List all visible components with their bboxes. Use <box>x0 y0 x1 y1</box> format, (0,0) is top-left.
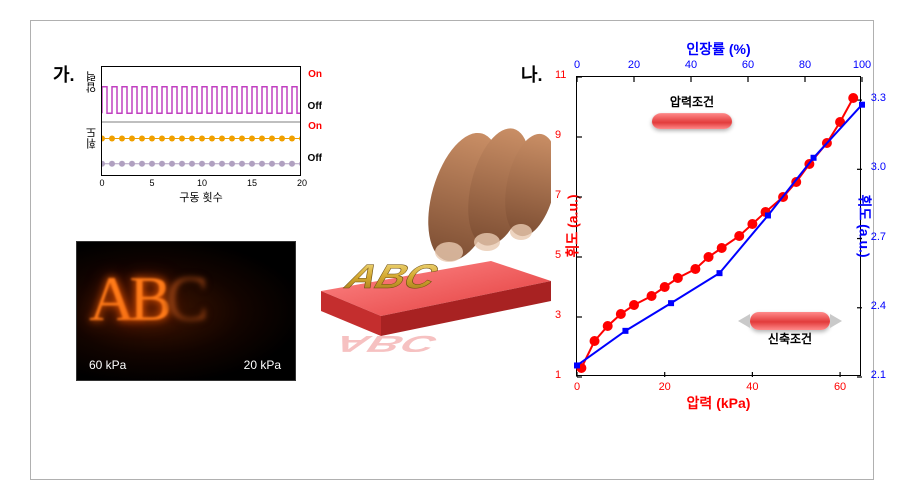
abc-glow-text: ABC <box>89 262 203 336</box>
photo-label-20kpa: 20 kPa <box>244 358 281 372</box>
glow-B: B <box>129 263 166 334</box>
abc-glow-photo: ABC 60 kPa 20 kPa <box>76 241 296 381</box>
chart-a-ylabel-pressure: 압력 <box>84 71 100 93</box>
axis-top-label: 인장률 (%) <box>577 39 860 59</box>
panel-a-label: 가. <box>53 61 75 87</box>
photo-label-60kpa: 60 kPa <box>89 358 126 372</box>
inset-stretch: 신축조건 <box>740 306 840 353</box>
glow-A: A <box>89 263 129 334</box>
small-cycle-chart: 압력 휘도 On Off On Off 구동 횟수 05101520 <box>101 66 301 176</box>
stretch-bar-icon <box>750 312 830 330</box>
inset-pressure: 압력조건 <box>642 89 742 136</box>
off-label-1: Off <box>308 101 322 112</box>
inset-pressure-label: 압력조건 <box>670 95 714 109</box>
panel-b-label: 나. <box>521 61 543 87</box>
chart-a-ylabel-brightness: 휘도 <box>84 127 100 149</box>
axis-bottom-label: 압력 (kPa) <box>577 393 860 413</box>
dual-axis-chart: 인장률 (%) 압력 (kPa) 휘도 (a.u.) 휘도 (a.u.) 020… <box>576 76 861 376</box>
glow-C: C <box>166 263 203 334</box>
inset-stretch-label: 신축조건 <box>768 332 812 346</box>
chart-a-plot <box>102 67 300 175</box>
stamp-render: ABC ABC <box>301 121 551 391</box>
on-label-1: On <box>308 69 322 80</box>
figure-frame: 가. 압력 휘도 On Off On Off 구동 횟수 05101520 AB… <box>30 20 874 480</box>
chart-a-xlabel: 구동 횟수 <box>102 189 300 205</box>
pressure-bar-icon <box>651 113 732 129</box>
